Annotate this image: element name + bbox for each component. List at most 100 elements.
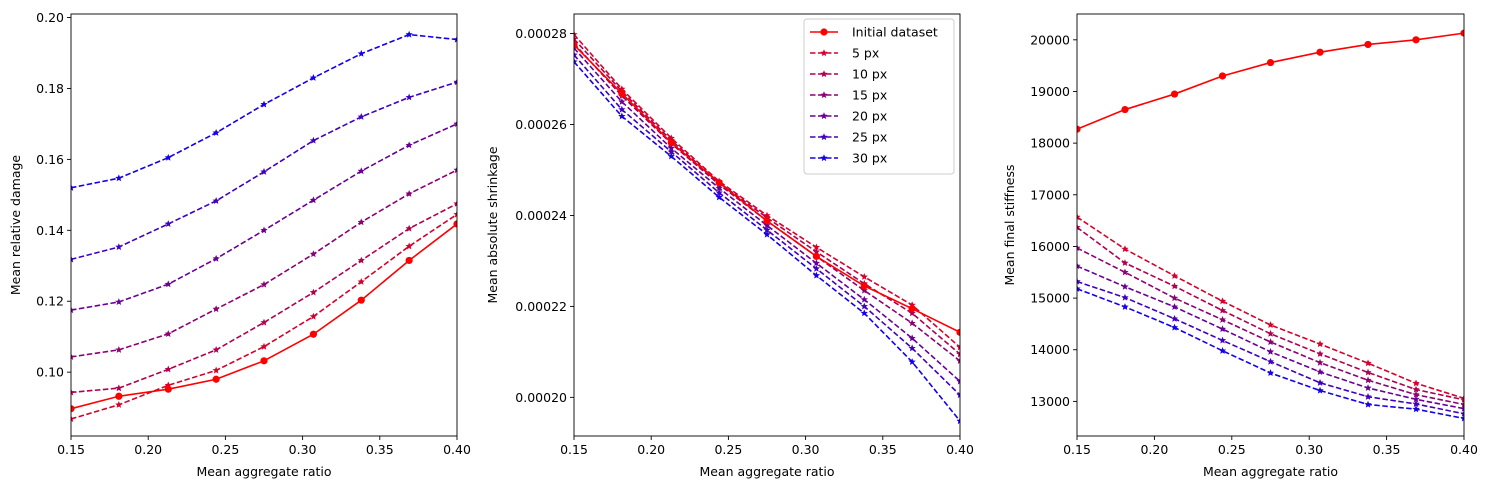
data-point — [260, 168, 268, 175]
data-point — [405, 242, 413, 250]
data-point — [812, 252, 821, 260]
data-point — [1170, 323, 1179, 331]
x-tick-label: 0.35 — [366, 442, 394, 457]
legend-marker — [820, 49, 828, 57]
series-initial-dataset — [1077, 29, 1464, 133]
x-tick-label: 0.35 — [869, 442, 897, 457]
y-tick-label: 0.14 — [36, 223, 64, 238]
series-5-px — [71, 210, 457, 423]
data-point — [667, 134, 675, 142]
data-point — [453, 199, 457, 207]
data-point — [812, 264, 821, 272]
data-point — [860, 282, 868, 290]
data-point — [1218, 325, 1227, 333]
y-tick-label: 17000 — [1030, 187, 1070, 202]
plot-area — [574, 30, 960, 425]
plot-area — [1077, 29, 1464, 422]
series-line — [574, 47, 960, 383]
legend-label: 15 px — [852, 88, 887, 103]
data-point — [1460, 409, 1464, 417]
plot-area — [71, 30, 457, 423]
data-point — [212, 129, 220, 136]
data-point — [260, 357, 268, 365]
data-point — [1460, 394, 1464, 402]
data-point — [260, 280, 268, 288]
data-point — [260, 318, 268, 326]
legend-marker — [820, 154, 828, 162]
data-point — [164, 153, 172, 161]
x-tick-label: 0.25 — [1218, 442, 1246, 457]
data-point — [860, 273, 868, 280]
data-point — [405, 256, 413, 265]
data-point — [1316, 358, 1324, 366]
data-point — [1170, 303, 1179, 310]
data-point — [1077, 213, 1081, 221]
data-point — [1170, 90, 1179, 98]
data-point — [956, 357, 960, 365]
data-point — [574, 41, 578, 49]
data-point — [1266, 329, 1275, 337]
y-tick-label: 13000 — [1030, 394, 1070, 409]
series-line — [1077, 280, 1464, 415]
x-tick-label: 0.20 — [1140, 442, 1168, 457]
data-point — [1460, 396, 1464, 403]
data-point — [1077, 284, 1081, 292]
data-point — [1121, 303, 1129, 310]
series-20-px — [71, 120, 457, 314]
data-point — [309, 196, 318, 204]
data-point — [71, 405, 75, 413]
data-point — [1170, 314, 1179, 322]
legend-label: 10 px — [852, 67, 887, 82]
data-point — [260, 342, 268, 350]
axes-frame — [70, 13, 458, 437]
x-tick-label: 0.15 — [57, 442, 85, 457]
series-25-px — [71, 78, 457, 263]
data-point — [618, 97, 626, 105]
data-point — [164, 385, 172, 393]
data-point — [453, 220, 457, 228]
data-point — [667, 147, 675, 155]
data-point — [164, 365, 172, 373]
data-point — [71, 415, 75, 423]
data-point — [1218, 306, 1227, 314]
series-initial-dataset — [71, 220, 457, 413]
data-point — [1412, 385, 1420, 393]
data-point — [71, 388, 75, 396]
data-point — [1316, 48, 1324, 56]
data-point — [715, 184, 723, 192]
y-tick-label: 16000 — [1030, 239, 1070, 254]
data-point — [908, 344, 916, 352]
data-point — [115, 346, 123, 353]
data-point — [1218, 72, 1227, 80]
series-20-px — [574, 44, 960, 385]
data-point — [574, 51, 578, 58]
data-point — [309, 288, 318, 296]
data-point — [574, 35, 578, 43]
data-point — [1460, 404, 1464, 412]
data-point — [71, 306, 75, 314]
data-point — [453, 120, 457, 128]
data-point — [453, 35, 457, 43]
data-point — [357, 167, 365, 175]
data-point — [1266, 338, 1275, 346]
series-30-px — [71, 30, 457, 191]
data-point — [1460, 400, 1464, 408]
data-point — [908, 319, 916, 327]
data-point — [1121, 259, 1129, 267]
data-point — [405, 224, 413, 232]
series-line — [71, 213, 457, 420]
data-point — [309, 250, 318, 258]
legend-marker — [820, 70, 828, 78]
data-point — [812, 243, 821, 251]
y-axis-label: Mean absolute shrinkage — [485, 146, 500, 303]
series-line — [574, 38, 960, 355]
data-point — [1218, 297, 1227, 305]
data-point — [1077, 125, 1081, 133]
data-point — [956, 343, 960, 351]
x-tick-label: 0.20 — [134, 442, 162, 457]
x-tick-label: 0.25 — [211, 442, 239, 457]
data-point — [260, 226, 268, 234]
data-point — [1266, 348, 1275, 355]
data-point — [1460, 414, 1464, 422]
data-point — [115, 298, 123, 306]
